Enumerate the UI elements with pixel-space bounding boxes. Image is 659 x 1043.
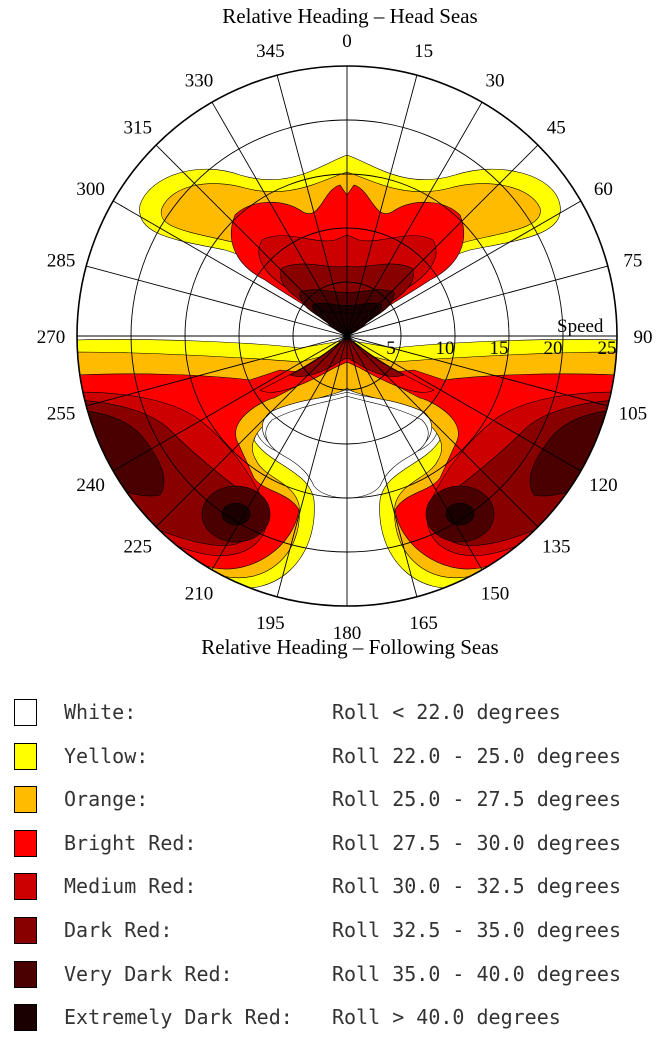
angle-tick-label: 300: [76, 179, 105, 200]
angle-tick-label: 120: [589, 475, 618, 496]
angular-gridline-135: [346, 335, 539, 528]
legend-swatch: [14, 742, 37, 770]
legend-roll-range: Roll < 22.0 degrees: [332, 700, 561, 724]
angular-gridline-150: [346, 335, 483, 571]
angle-tick-label: 255: [47, 404, 76, 425]
legend-color-name: Dark Red:: [64, 917, 173, 942]
angular-gridline-225: [155, 335, 348, 528]
radial-tick-label: 20: [544, 338, 563, 359]
angular-gridline-345: [276, 75, 348, 337]
angle-tick-label: 135: [542, 536, 571, 557]
angle-tick-label: 15: [414, 41, 433, 62]
legend-roll-range: Roll 22.0 - 25.0 degrees: [332, 743, 621, 768]
angle-tick-label: 240: [76, 475, 105, 496]
angle-tick-label: 270: [37, 327, 66, 348]
legend-row: Extremely Dark Red: Roll > 40.0 degrees: [12, 999, 659, 1043]
angle-tick-label: 210: [185, 583, 214, 604]
radial-tick-labels: 5 10 15 20 25: [386, 338, 616, 359]
angular-gridline-165: [346, 335, 418, 597]
angular-gridline-30: [346, 101, 483, 337]
legend-roll-range: Roll 25.0 - 27.5 degrees: [332, 787, 621, 812]
angular-gridline-195: [276, 335, 348, 597]
legend-swatch: [14, 1004, 37, 1032]
radial-tick-label: 10: [436, 338, 455, 359]
polar-grid: [76, 65, 618, 607]
angle-tick-label: 315: [123, 118, 152, 139]
angle-tick-labels: 0 153045607590105120135150165180195210225…: [37, 31, 653, 640]
legend-row: Very Dark Red: Roll 35.0 - 40.0 degrees: [12, 956, 659, 1000]
legend-color-name: Orange:: [64, 787, 149, 812]
legend-color-name: Yellow:: [64, 743, 149, 768]
angular-gridline-15: [346, 75, 418, 337]
radial-tick-label: 15: [490, 338, 509, 359]
angular-gridline-120: [346, 335, 582, 472]
angular-gridline-75: [346, 265, 608, 337]
radial-tick-label: 25: [598, 338, 617, 359]
legend-color-name: White:: [64, 700, 137, 724]
angle-tick-label: 285: [47, 250, 76, 271]
legend-color-name: Medium Red:: [64, 874, 197, 899]
legend-row: Yellow: Roll 22.0 - 25.0 degrees: [12, 738, 659, 782]
angle-tick-label: 105: [619, 404, 648, 425]
legend-swatch: [14, 916, 37, 944]
legend-color-name: Extremely Dark Red:: [64, 1005, 293, 1030]
angle-tick-label: 30: [486, 71, 505, 92]
legend-swatch: [14, 699, 37, 726]
legend: White: Roll < 22.0 degrees Yellow: Roll 22.…: [12, 694, 659, 1043]
angle-tick-label: 45: [547, 118, 566, 139]
angular-gridline-210: [211, 335, 348, 571]
legend-swatch: [14, 829, 37, 857]
angular-gridline-60: [346, 200, 582, 337]
angular-gridline-285: [86, 265, 348, 337]
legend-row: Medium Red: Roll 30.0 - 32.5 degrees: [12, 868, 659, 912]
angular-gridline-300: [112, 200, 348, 337]
legend-roll-range: Roll 27.5 - 30.0 degrees: [332, 830, 621, 855]
legend-roll-range: Roll 32.5 - 35.0 degrees: [332, 917, 621, 942]
angular-gridline-255: [86, 335, 348, 407]
legend-color-name: Very Dark Red:: [64, 961, 233, 986]
chart-title: Relative Heading – Head Seas: [222, 4, 478, 28]
angle-tick-label: 150: [481, 583, 510, 604]
angle-tick-label: 0: [342, 31, 352, 52]
angle-tick-label: 330: [185, 71, 214, 92]
angular-gridline-330: [211, 101, 348, 337]
angle-tick-label: 75: [623, 250, 642, 271]
region-bright-red: [259, 335, 435, 393]
angular-gridline-45: [346, 144, 539, 337]
angular-gridline-315: [155, 144, 348, 337]
legend-row: Dark Red: Roll 32.5 - 35.0 degrees: [12, 912, 659, 956]
angle-tick-label: 225: [123, 536, 152, 557]
legend-roll-range: Roll 30.0 - 32.5 degrees: [332, 874, 621, 899]
angle-tick-label: 90: [634, 327, 653, 348]
angle-tick-label: 165: [409, 613, 438, 634]
angular-gridline-105: [346, 335, 608, 407]
radial-axis-label: Speed: [557, 316, 604, 337]
legend-row: Bright Red: Roll 27.5 - 30.0 degrees: [12, 825, 659, 869]
radial-tick-label: 5: [386, 338, 396, 359]
legend-row: White: Roll < 22.0 degrees: [12, 694, 659, 738]
polar-plot: 0 153045607590105120135150165180195210225…: [37, 31, 653, 640]
angle-tick-label: 195: [256, 613, 285, 634]
legend-swatch: [14, 960, 37, 988]
legend-row: Orange: Roll 25.0 - 27.5 degrees: [12, 781, 659, 825]
region-extremely-dark-red: [221, 502, 251, 526]
legend-roll-range: Roll 35.0 - 40.0 degrees: [332, 961, 621, 986]
legend-color-name: Bright Red:: [64, 830, 197, 855]
angle-tick-label: 345: [256, 41, 285, 62]
legend-swatch: [14, 873, 37, 901]
angle-tick-label: 180: [333, 623, 362, 640]
angular-gridline-240: [112, 335, 348, 472]
legend-roll-range: Roll > 40.0 degrees: [332, 1005, 561, 1030]
chart-bottom-title: Relative Heading – Following Seas: [201, 635, 499, 659]
legend-swatch: [14, 786, 37, 814]
angle-tick-label: 60: [594, 179, 613, 200]
